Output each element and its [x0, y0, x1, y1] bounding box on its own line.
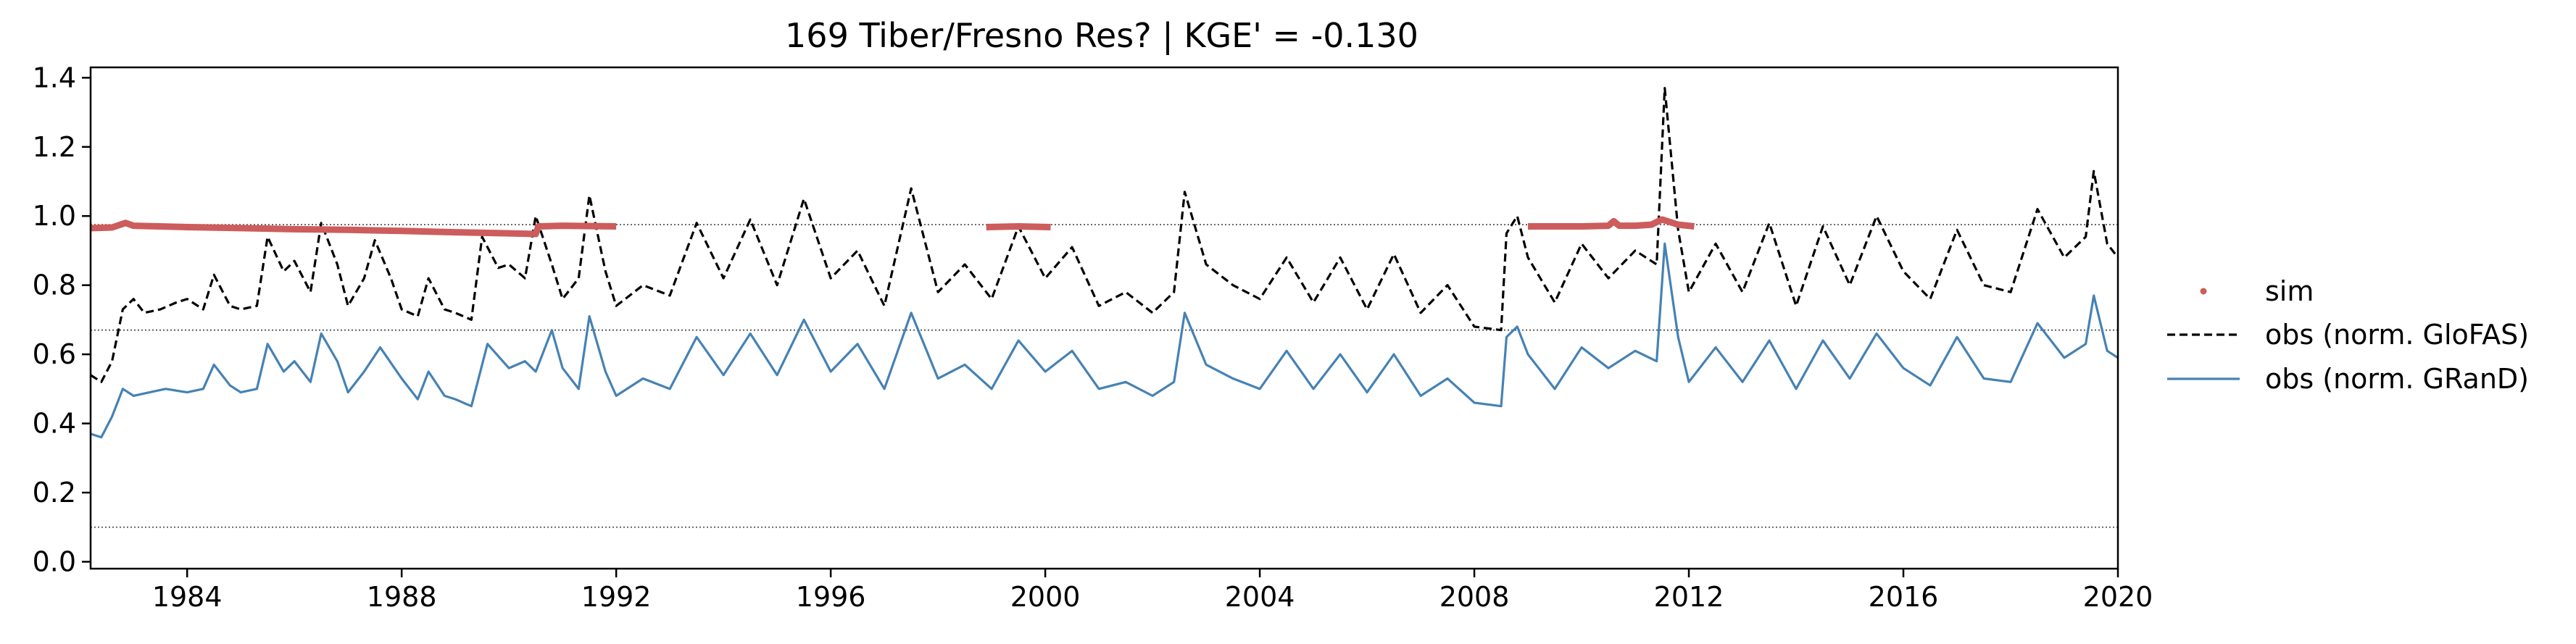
series-points-sim-segment-2 — [1528, 216, 1695, 230]
y-tick-label-7: 1.4 — [33, 62, 76, 93]
y-tick-label-6: 1.2 — [33, 131, 76, 163]
x-tick-label-1988: 1988 — [367, 581, 437, 613]
y-tick-label-0: 0.0 — [33, 545, 76, 577]
legend: sim obs (norm. GloFAS) obs (norm. GRanD) — [2167, 275, 2529, 395]
y-tick-label-3: 0.6 — [33, 338, 76, 370]
legend-label-2: obs (norm. GRanD) — [2265, 363, 2529, 395]
x-tick-label-2008: 2008 — [1439, 581, 1510, 613]
legend-marker-sim — [2200, 288, 2207, 295]
chart-title: 169 Tiber/Fresno Res? | KGE' = -0.130 — [785, 16, 1418, 56]
y-tick-label-1: 0.2 — [33, 477, 76, 509]
x-tick-label-2004: 2004 — [1225, 581, 1295, 613]
series-line-glofas — [90, 87, 2119, 383]
y-tick-label-5: 1.0 — [33, 200, 76, 232]
y-tick-label-4: 0.8 — [33, 269, 76, 301]
x-tick-label-2016: 2016 — [1869, 581, 1939, 613]
legend-label-0: sim — [2265, 275, 2314, 307]
series-points-sim-segment-0 — [90, 219, 617, 238]
x-tick-label-2012: 2012 — [1654, 581, 1724, 613]
x-tick-label-2020: 2020 — [2083, 581, 2153, 613]
x-tick-label-2000: 2000 — [1010, 581, 1081, 613]
legend-label-1: obs (norm. GloFAS) — [2265, 319, 2529, 351]
y-axis: 0.0 0.2 0.4 0.6 0.8 1.0 1.2 1.4 — [33, 62, 91, 577]
x-tick-label-1992: 1992 — [581, 581, 652, 613]
series-line-grand — [90, 242, 2119, 439]
x-tick-label-1996: 1996 — [796, 581, 866, 613]
y-tick-label-2: 0.4 — [33, 408, 76, 440]
x-tick-label-1984: 1984 — [152, 581, 223, 613]
x-axis: 1984 1988 1992 1996 2000 2004 2008 2012 2016 2020 — [152, 569, 2153, 613]
plot-series — [90, 87, 2119, 439]
reference-lines — [91, 224, 2118, 528]
plot-frame — [89, 66, 2119, 570]
